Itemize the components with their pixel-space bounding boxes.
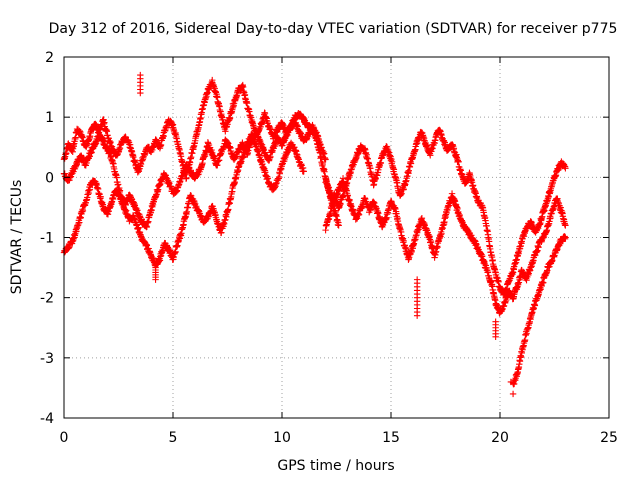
data-point: [300, 168, 307, 175]
data-point: [492, 318, 499, 325]
y-tick-label: -2: [40, 291, 54, 307]
series-track-f: [509, 233, 569, 388]
data-point: [562, 234, 569, 241]
data-point: [562, 165, 569, 172]
series-spikes: [137, 71, 517, 398]
gridlines: [64, 57, 609, 418]
x-tick-label: 10: [273, 430, 291, 446]
y-tick-label: -3: [40, 351, 54, 367]
x-tick-label: 20: [491, 430, 509, 446]
y-tick-label: 2: [45, 50, 54, 66]
data-point: [413, 276, 421, 283]
y-tick-label: 0: [45, 170, 54, 186]
series-track-b: [60, 119, 329, 231]
series-track-e: [322, 175, 569, 317]
x-tick-label: 5: [169, 430, 178, 446]
y-tick-label: -4: [40, 411, 54, 427]
data-point: [335, 222, 342, 229]
y-tick-label: 1: [45, 110, 54, 126]
chart-title: Day 312 of 2016, Sidereal Day-to-day VTE…: [49, 21, 618, 37]
x-tick-label: 15: [382, 430, 400, 446]
data-point: [137, 89, 144, 97]
y-axis-label: SDTVAR / TECUs: [9, 180, 25, 295]
axis-ticks: 0 5 10 15 20 25 -4 -3 -2 -1 0 1 2: [40, 50, 618, 446]
data-point: [152, 264, 159, 271]
data-point: [509, 390, 517, 398]
data-point: [322, 156, 329, 163]
data-point: [507, 378, 515, 386]
x-axis-label: GPS time / hours: [277, 458, 394, 474]
series-track-c: [60, 130, 307, 270]
x-tick-label: 25: [600, 430, 618, 446]
series-track-d: [322, 126, 569, 299]
x-tick-label: 0: [60, 430, 69, 446]
y-tick-label: -1: [40, 231, 54, 247]
data-series: [60, 71, 569, 398]
data-point: [562, 222, 569, 229]
